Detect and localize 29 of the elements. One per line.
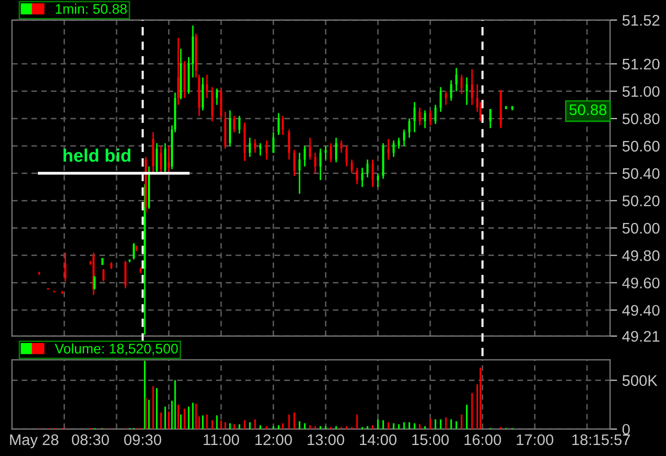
y-tick-label: 50.20 xyxy=(622,196,660,206)
x-tick-label: 16:00 xyxy=(464,434,502,446)
x-tick-label: 15:00 xyxy=(412,434,449,446)
y-tick-label: 51.00 xyxy=(622,86,660,97)
x-tick-label: 08:30 xyxy=(72,434,109,446)
x-tick-label: 09:30 xyxy=(124,434,162,446)
y-tick-label: 49.21 xyxy=(622,330,660,342)
y-tick-label: 50.80 xyxy=(622,113,660,124)
x-tick-label: 13:00 xyxy=(308,434,344,446)
y-tick-label: 49.40 xyxy=(622,304,660,316)
y-tick-label: 50.40 xyxy=(622,168,660,179)
x-tick-label: 11:00 xyxy=(204,434,240,446)
y-tick-label: 50.00 xyxy=(622,222,660,234)
y-tick-label: 51.20 xyxy=(622,58,660,70)
annotation: held bid xyxy=(64,148,130,162)
x-tick-label: May 28 xyxy=(10,434,58,448)
legend-label: 1min: 50.88 xyxy=(56,4,127,14)
y-tick-label: 51.52 xyxy=(622,14,660,26)
x-tick-label: 17:00 xyxy=(516,434,554,446)
y-tick-label: 0 xyxy=(622,424,630,435)
x-tick-label: 18:15:57 xyxy=(572,434,630,446)
y-tick-label: 49.80 xyxy=(622,250,660,262)
x-tick-label: 14:00 xyxy=(360,434,396,446)
y-tick-label: 49.60 xyxy=(622,278,660,288)
legend-label: Volume: 18,520,500 xyxy=(54,343,178,356)
annotation: 50.88 xyxy=(569,104,606,116)
y-tick-label: 500K xyxy=(622,375,658,386)
y-tick-label: 50.60 xyxy=(622,140,660,152)
x-tick-label: 12:00 xyxy=(255,434,292,446)
